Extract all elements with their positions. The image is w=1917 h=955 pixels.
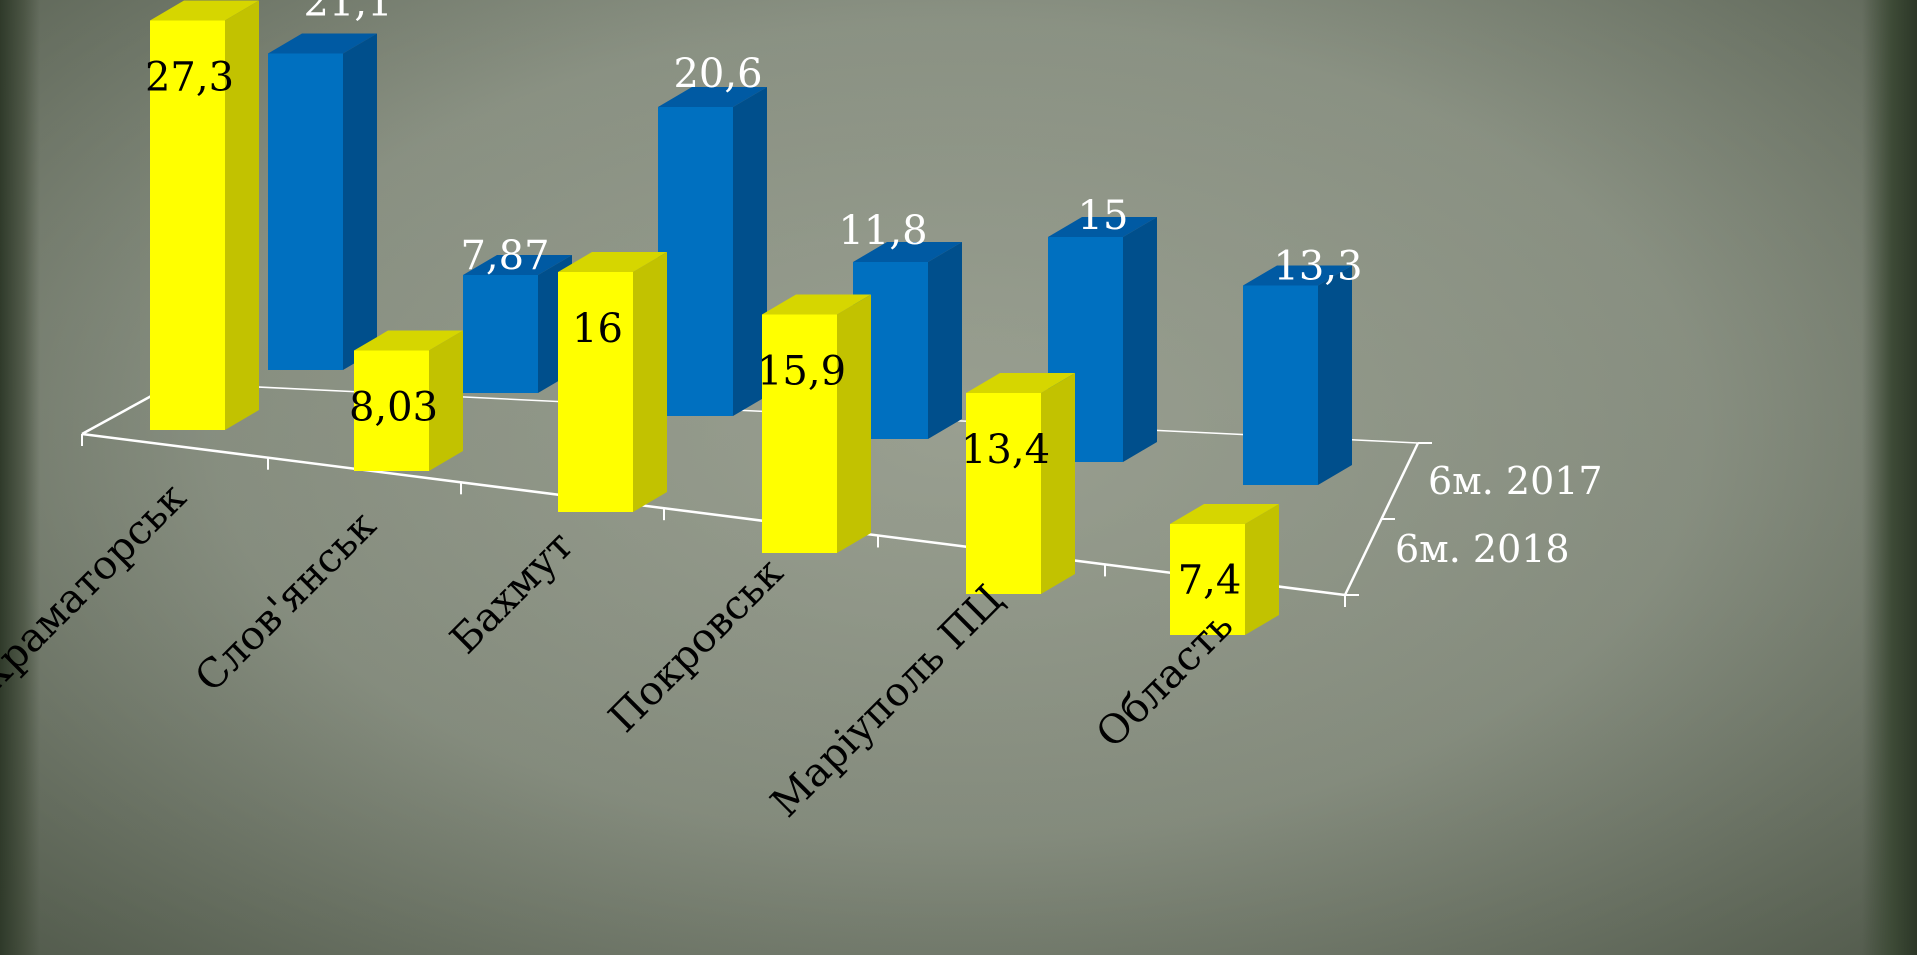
bar-2017-5-top: [1243, 265, 1352, 286]
bar-2018-5: [1170, 504, 1279, 635]
data-label-2017: 11,8: [838, 208, 927, 254]
bar-2018-2-side: [633, 252, 667, 512]
category-label: Покровськ: [600, 550, 792, 742]
bar-2018-3-front: [762, 314, 837, 553]
bar-2018-0: [150, 0, 259, 430]
bar-2018-5-top: [1170, 504, 1279, 524]
bar-2018-1-front: [354, 350, 429, 471]
bar-2017-4-side: [1123, 217, 1157, 462]
bar-2017-5: [1243, 265, 1352, 485]
bar-2017-2-top: [658, 87, 767, 107]
chart-series-axis-labels: 6м. 2017 6м. 2018: [1395, 459, 1603, 571]
data-label-2017: 7,87: [460, 233, 549, 279]
bar-2018-1-top: [354, 330, 463, 351]
bar-2017-4: [1048, 217, 1157, 462]
bar-2017-2: [658, 87, 767, 416]
bar-2017-1-top: [463, 254, 572, 275]
category-label: Слов'янськ: [187, 503, 385, 701]
bar-2018-2-top: [558, 252, 667, 272]
data-label-2017: 13,3: [1273, 244, 1362, 290]
category-label: Краматорськ: [0, 475, 195, 703]
bar-2018-4-front: [966, 393, 1041, 594]
bar-2018-0-top: [150, 0, 259, 21]
data-label-2017: 20,6: [673, 51, 762, 97]
bar-2018-2: [558, 252, 667, 512]
data-label-2018: 27,3: [145, 55, 234, 101]
data-label-2017: 21,1: [303, 0, 392, 26]
data-label-2018: 7,4: [1178, 558, 1242, 604]
bar-2018-3-side: [837, 294, 871, 553]
bar-2017-3-top: [853, 242, 962, 262]
bar-2018-2-front: [558, 272, 633, 512]
bar-2017-1-front: [463, 274, 538, 393]
bar-2017-0: [268, 33, 377, 370]
bar-2018-0-front: [150, 20, 225, 430]
bar-2017-2-front: [658, 107, 733, 416]
category-label: Маріуполь ПЦ: [762, 577, 1012, 827]
data-label-2018: 16: [572, 306, 623, 352]
bar-2017-2-side: [733, 87, 767, 416]
bar-2017-0-side: [343, 33, 377, 370]
bar-2017-3-side: [928, 242, 962, 439]
data-label-2017: 15: [1078, 193, 1129, 239]
data-label-2018: 8,03: [349, 385, 438, 431]
bar-2018-5-side: [1245, 504, 1279, 635]
bar-2017-0-front: [268, 53, 343, 370]
bar-2018-1-side: [429, 330, 463, 471]
bar-2017-3: [853, 242, 962, 439]
bar-2018-3-top: [762, 294, 871, 315]
bar-2018-5-front: [1170, 524, 1245, 635]
bar-2018-4-side: [1041, 373, 1075, 594]
bar-2017-3-front: [853, 262, 928, 439]
floor-front-edge: [81, 432, 1346, 597]
bar-2018-4: [966, 373, 1075, 594]
data-label-2018: 15,9: [757, 349, 846, 395]
category-label: Бахмут: [442, 523, 582, 663]
chart-data-labels: 21,1 27,3 7,87 8,03 20,6 16 11,8 15,9 15 13,4 13,3…: [145, 0, 1363, 604]
data-label-2018: 13,4: [961, 427, 1050, 473]
legend-2018: 6м. 2018: [1395, 527, 1570, 571]
chart-bars: [150, 0, 1352, 635]
bar-2017-5-front: [1243, 285, 1318, 485]
bar-2017-5-side: [1318, 265, 1352, 485]
legend-2017: 6м. 2017: [1428, 459, 1603, 503]
bar-2017-0-top: [268, 33, 377, 54]
category-label: Область: [1088, 603, 1242, 757]
bar-2018-0-side: [225, 0, 259, 430]
left-torn-edge: [0, 0, 40, 955]
right-torn-edge: [1862, 0, 1917, 955]
bar-2018-4-top: [966, 373, 1075, 393]
bar-2017-4-top: [1048, 217, 1157, 237]
bar-2018-1: [354, 330, 463, 471]
bar-2018-3: [762, 294, 871, 553]
